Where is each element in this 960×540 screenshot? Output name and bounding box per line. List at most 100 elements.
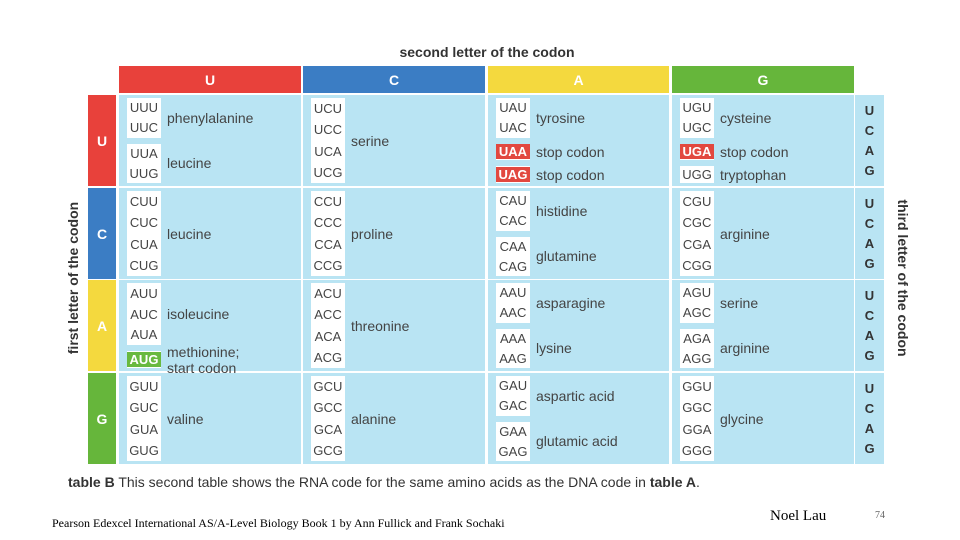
codon: UAU — [499, 100, 527, 116]
amino-acid: phenylalanine — [167, 109, 254, 126]
codon-list: GGU GGC GGA GGG — [680, 376, 714, 461]
second-letter-label: second letter of the codon — [399, 44, 575, 60]
codon-group: AUG methionine; start codon — [119, 344, 301, 376]
codon-list: AAA AAG — [496, 328, 530, 368]
codon: GCG — [313, 442, 343, 458]
codon-list: CUU CUC CUA CUG — [127, 191, 161, 276]
codon-group: UAU UAC tyrosine — [488, 95, 669, 141]
codon-group: AUU AUC AUA isoleucine — [119, 280, 301, 348]
third-letter: C — [864, 216, 875, 232]
codon: UCC — [313, 122, 343, 138]
third-letter: A — [864, 420, 875, 436]
codon-list: UCU UCC UCA UCG — [311, 98, 345, 183]
amino-acid: glycine — [720, 410, 764, 427]
codon: UCG — [313, 164, 343, 180]
third-letter: C — [864, 123, 875, 139]
codon-list: UUU UUC — [127, 98, 161, 138]
codon-cell: CUU CUC CUA CUG leucine — [119, 188, 301, 279]
codon-group: UUU UUC phenylalanine — [119, 95, 301, 141]
codon-list: AGA AGG — [680, 328, 714, 368]
codon: CAG — [498, 258, 528, 274]
codon-list: UGG — [680, 166, 714, 183]
codon-list: UGA — [680, 143, 714, 161]
codon: GCC — [313, 400, 343, 416]
codon-cell: UAU UAC tyrosine UAA stop codon UAG stop codon — [488, 95, 669, 186]
amino-acid: tyrosine — [536, 109, 586, 126]
codon-group: AAA AAG lysine — [488, 326, 669, 372]
column-header-C: C — [303, 66, 485, 93]
codon-list: AAU AAC — [496, 283, 530, 323]
codon-group: CUU CUC CUA CUG leucine — [119, 188, 301, 279]
codon: UGG — [682, 167, 712, 183]
codon-cell: GGU GGC GGA GGG glycine — [672, 373, 854, 464]
third-letter: G — [864, 162, 875, 178]
codon-list: UAG — [496, 166, 530, 183]
caption-text: This second table shows the RNA code for… — [114, 474, 650, 490]
first-letter-label: first letter of the codon — [65, 201, 81, 355]
codon: CAA — [499, 238, 527, 254]
caption-end: . — [695, 474, 700, 490]
codon: CUU — [129, 194, 159, 210]
codon-group: GCU GCC GCA GCG alanine — [303, 373, 485, 464]
codon: AUU — [130, 285, 158, 301]
amino-acid: isoleucine — [167, 306, 230, 323]
codon-group: UAA stop codon — [488, 141, 669, 164]
codon-list: AUG — [127, 351, 161, 368]
codon-list: GUU GUC GUA GUG — [127, 376, 161, 461]
third-letter: A — [864, 142, 875, 158]
column-header-U: U — [119, 66, 301, 93]
codon: CUC — [129, 215, 159, 231]
row-header-A: A — [88, 280, 116, 371]
codon-cell: UCU UCC UCA UCG serine — [303, 95, 485, 186]
codon: AGA — [683, 330, 711, 346]
codon-cell: ACU ACC ACA ACG threonine — [303, 280, 485, 371]
amino-acid: glutamic acid — [536, 433, 618, 450]
codon-cell: GAU GAC aspartic acid GAA GAG glutamic acid — [488, 373, 669, 464]
codon: GUC — [129, 400, 159, 416]
codon-group: ACU ACC ACA ACG threonine — [303, 280, 485, 371]
codon: GGG — [681, 442, 713, 458]
codon: GCU — [313, 379, 343, 395]
codon-group: UCU UCC UCA UCG serine — [303, 95, 485, 186]
codon-list: UAU UAC — [496, 98, 530, 138]
codon-cell: CCU CCC CCA CCG proline — [303, 188, 485, 279]
codon-list: GCU GCC GCA GCG — [311, 376, 345, 461]
codon-group: GGU GGC GGA GGG glycine — [672, 373, 854, 464]
codon-list: UGU UGC — [680, 98, 714, 138]
codon-list: AGU AGC — [680, 283, 714, 323]
amino-acid: stop codon — [536, 166, 605, 183]
codon: CCA — [314, 236, 342, 252]
codon: AGC — [682, 305, 712, 321]
codon: UAG — [496, 167, 530, 183]
codon: CAC — [499, 213, 527, 229]
column-header-A: A — [488, 66, 669, 93]
amino-acid: alanine — [351, 410, 397, 427]
codon: CGU — [682, 194, 712, 210]
codon: ACG — [313, 349, 343, 365]
codon-cell: UUU UUC phenylalanine UUA UUG leucine — [119, 95, 301, 186]
codon: GAA — [499, 423, 527, 439]
codon-cell: UGU UGC cysteine UGA stop codon UGG tryptophan — [672, 95, 854, 186]
column-header-G: G — [672, 66, 854, 93]
codon-cell: AAU AAC asparagine AAA AAG lysine — [488, 280, 669, 371]
third-letter: A — [864, 327, 875, 343]
amino-acid: leucine — [167, 155, 212, 172]
amino-acid: serine — [720, 294, 759, 311]
codon-group: UGG tryptophan — [672, 163, 854, 186]
codon-list: AUU AUC AUA — [127, 283, 161, 346]
codon-list: GAU GAC — [496, 376, 530, 416]
codon-list: UUA UUG — [127, 143, 161, 183]
amino-acid: lysine — [536, 340, 572, 357]
third-letter: U — [864, 288, 875, 304]
codon: AGG — [682, 350, 712, 366]
codon-list: CAU CAC — [496, 191, 530, 231]
codon: GUA — [129, 421, 159, 437]
amino-acid: leucine — [167, 225, 212, 242]
codon: UUG — [129, 165, 159, 181]
codon: AAU — [499, 285, 527, 301]
codon: ACA — [314, 328, 342, 344]
